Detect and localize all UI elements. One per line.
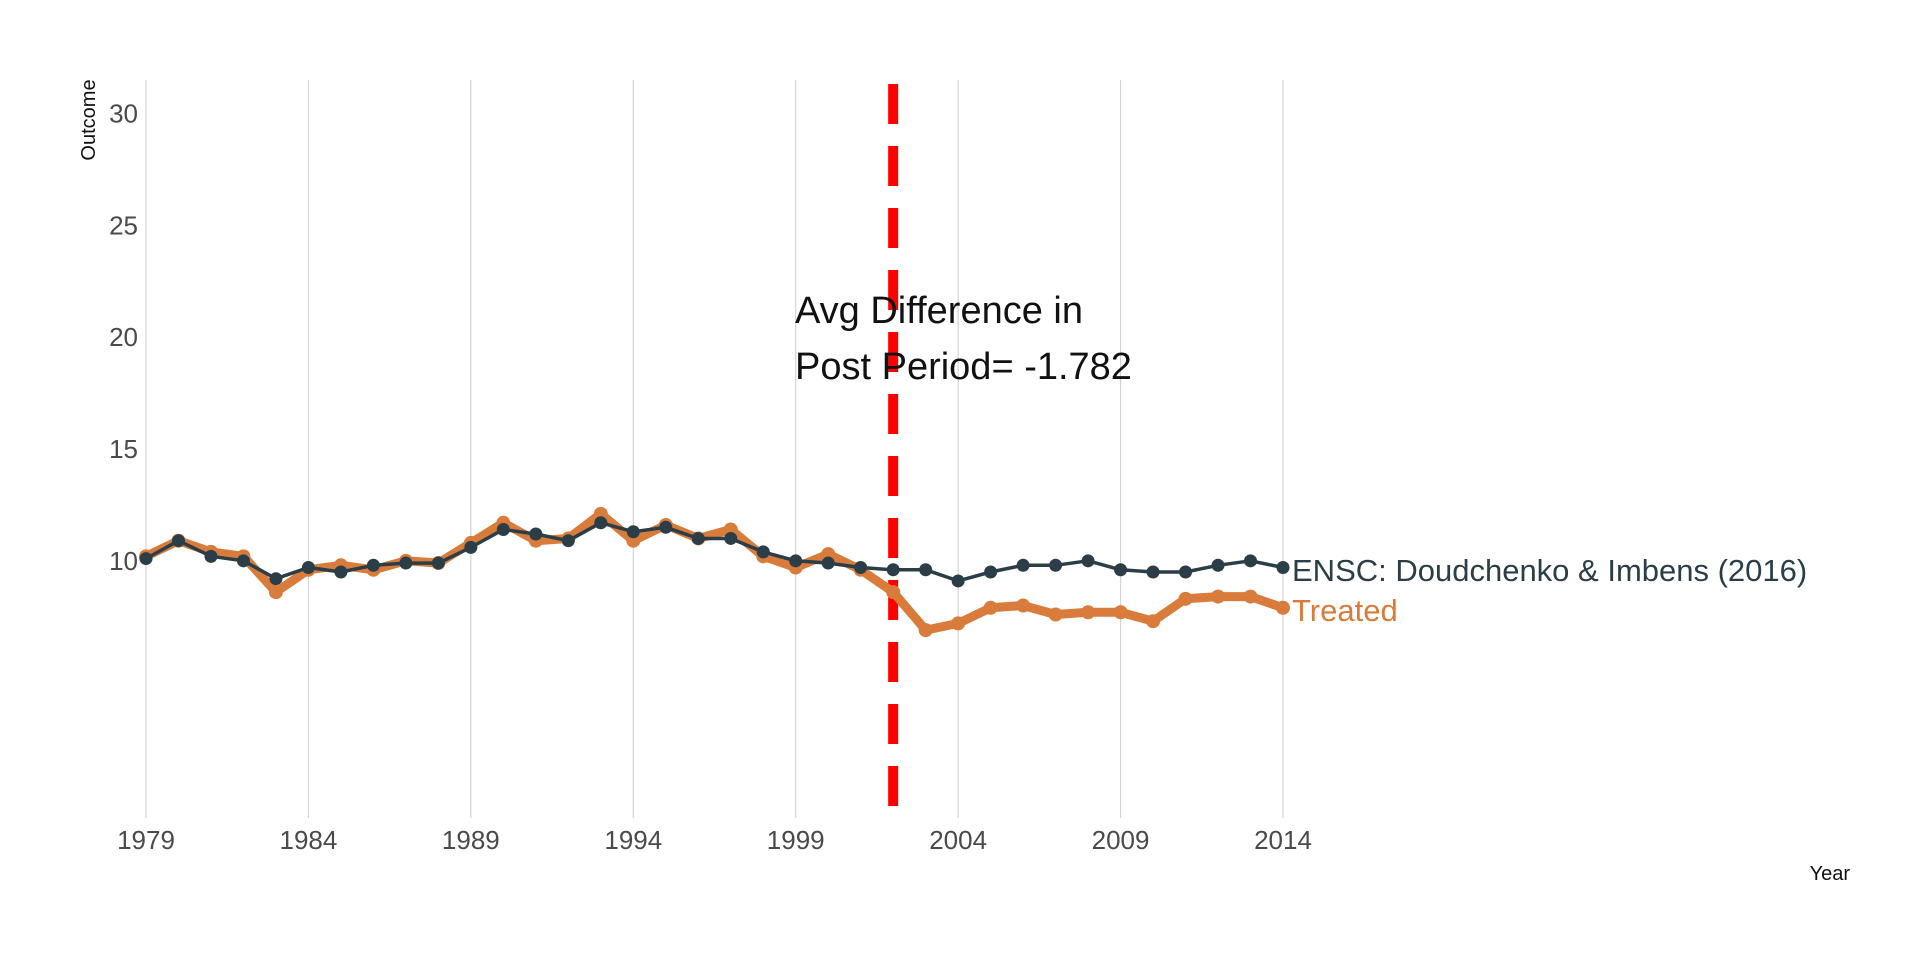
treated-point: [1243, 589, 1258, 604]
ensc-point: [919, 563, 933, 577]
y-tick-label: 15: [109, 434, 138, 464]
ensc-point: [171, 534, 185, 548]
ensc-point: [821, 556, 835, 570]
ensc-point: [204, 549, 218, 563]
treated-point: [268, 585, 283, 600]
x-tick-label: 1999: [767, 825, 825, 855]
ensc-point: [854, 561, 868, 575]
y-tick-label: 25: [109, 210, 138, 240]
treated-point: [1016, 598, 1031, 613]
ensc-point: [1049, 558, 1063, 572]
x-tick-label: 1979: [117, 825, 175, 855]
x-axis-title: Year: [1810, 863, 1851, 885]
x-tick-label: 2004: [929, 825, 987, 855]
ensc-point: [951, 574, 965, 588]
y-tick-label: 10: [109, 546, 138, 576]
ensc-point: [399, 556, 413, 570]
treated-point: [1276, 600, 1290, 615]
series-layer: [139, 506, 1290, 638]
ensc-point: [236, 554, 250, 568]
annotation-line-2: Post Period= -1.782: [795, 346, 1132, 388]
treated-point: [918, 623, 933, 638]
ensc-point: [691, 531, 705, 545]
ensc-point: [1276, 561, 1290, 575]
treated-point: [951, 616, 966, 631]
treated-point: [1146, 614, 1161, 629]
ensc-point: [561, 534, 575, 548]
ensc-point: [366, 558, 380, 572]
ensc-point: [789, 554, 803, 568]
x-tick-label: 2014: [1254, 825, 1312, 855]
ensc-point: [984, 565, 998, 579]
treated-line: [141, 509, 1288, 635]
treated-point: [1048, 607, 1063, 622]
ensc-point: [756, 545, 770, 559]
ensc-point: [1146, 565, 1160, 579]
y-tick-label: 20: [109, 322, 138, 352]
ensc-point: [626, 525, 640, 539]
treated-point: [1178, 591, 1193, 606]
ensc-point: [1244, 554, 1258, 568]
ensc-point: [464, 540, 478, 554]
x-tick-label: 1984: [280, 825, 338, 855]
x-tick-label: 1989: [442, 825, 500, 855]
ensc-point: [1016, 558, 1030, 572]
treated-point: [983, 600, 998, 615]
ensc-point: [431, 556, 445, 570]
ensc-point: [1179, 565, 1193, 579]
gridlines: [145, 80, 1284, 818]
ensc-point: [1081, 554, 1095, 568]
ensc-point: [529, 527, 543, 541]
series-label-treated: Treated: [1292, 593, 1398, 628]
ensc-point: [269, 572, 283, 586]
series-label-ensc: ENSC: Doudchenko & Imbens (2016): [1292, 553, 1807, 588]
ensc-point: [1211, 558, 1225, 572]
treated-point: [886, 585, 901, 600]
ensc-point: [594, 516, 608, 530]
ensc-point: [1114, 563, 1128, 577]
annotation-line-1: Avg Difference in: [795, 290, 1083, 332]
ensc-point: [724, 531, 738, 545]
treated-point: [1081, 605, 1096, 620]
ensc-point: [886, 563, 900, 577]
ensc-point: [139, 552, 153, 566]
ensc-point: [334, 565, 348, 579]
y-tick-label: 30: [109, 99, 138, 129]
treated-point: [1113, 605, 1128, 620]
ensc-point: [301, 561, 315, 575]
x-tick-label: 1994: [604, 825, 662, 855]
x-tick-label: 2009: [1092, 825, 1150, 855]
y-axis-title: Outcome: [78, 79, 100, 160]
tick-labels: 1979 1984 1989 1994 1999 2004 2009 2014 10 15 20 25…: [109, 99, 1312, 855]
treated-point: [1211, 589, 1226, 604]
ensc-point: [496, 523, 510, 537]
ensc-point: [659, 520, 673, 534]
ensc-series: [139, 516, 1290, 588]
